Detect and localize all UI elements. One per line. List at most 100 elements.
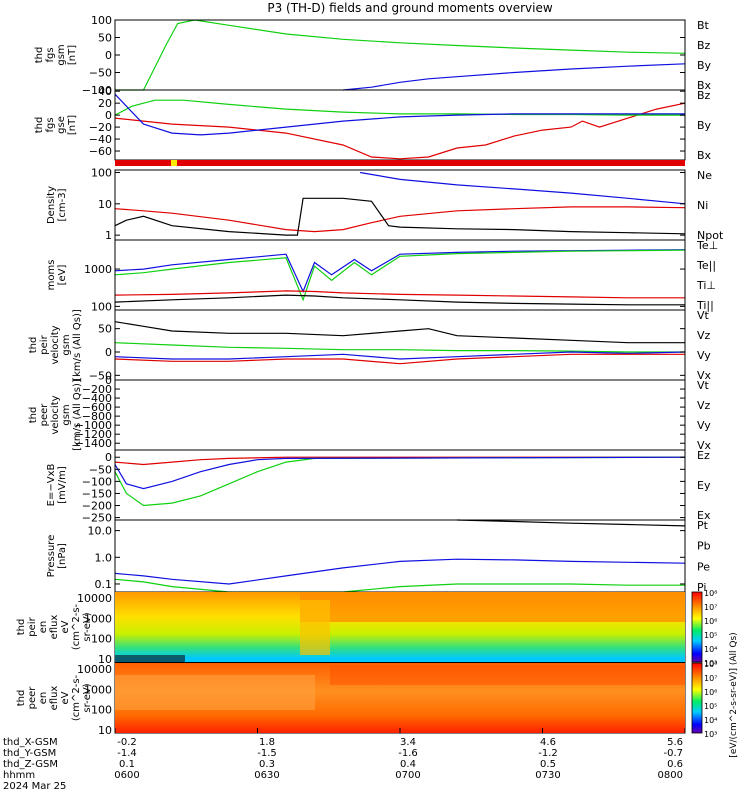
legend-Pt: Pt [697, 519, 709, 532]
legend-Vy: Vy [697, 419, 711, 432]
y-axis-label: [eV] [57, 265, 68, 286]
y-axis-label: Pressure [46, 535, 57, 578]
y-tick-label: −50 [89, 67, 112, 80]
panel-frame [114, 19, 686, 91]
y-tick-label: −40 [89, 133, 112, 146]
legend-By: By [697, 119, 712, 132]
x-row-label: 2024 Mar 25 [3, 781, 66, 792]
y-tick-label: −200 [82, 383, 112, 396]
y-axis-label: fgs [45, 117, 56, 132]
series-line-blue [342, 63, 686, 91]
y-axis-label: [cm-3] [57, 188, 68, 221]
y-tick-label: 20 [98, 97, 112, 110]
legend-Ez: Ez [697, 449, 710, 462]
series-line-green [115, 19, 686, 91]
y-tick-label: 100 [91, 166, 112, 179]
panel-pressure: 10.0 1.0 0.1 Pressure [nPa] Pt Pb Pe Pi [46, 519, 711, 594]
x-tick-label: 0600 [114, 770, 139, 781]
x-row-label: thd_Y-GSM [3, 748, 56, 759]
legend-Pi: Pi [697, 581, 706, 594]
colorbar-tick: 10³ [704, 730, 717, 739]
panel-peir_velocity: 50 0 −50 thd peir velocity gsm [km/s (All Qs)] V… [28, 309, 712, 382]
colorbar-tick: 10⁶ [704, 688, 717, 697]
legend-By: By [697, 59, 712, 72]
y-axis-label: thd [28, 407, 39, 424]
y-tick-label: 10000 [77, 663, 112, 676]
y-tick-label: −250 [82, 512, 112, 525]
series-line-red [114, 290, 685, 299]
x-tick-label: 3.4 [400, 737, 416, 748]
series-line-red [114, 456, 685, 466]
y-tick-label: −50 [89, 369, 112, 382]
x-tick-label: 1.8 [259, 737, 275, 748]
y-tick-label: −100 [82, 475, 112, 488]
legend-Te⊥: Te⊥ [696, 239, 718, 252]
y-tick-label: 1.0 [95, 551, 113, 564]
y-axis-label: eflux [49, 686, 60, 711]
status-bar-marker [171, 160, 177, 166]
legend-Ti||: Ti|| [696, 299, 714, 312]
x-tick-label: -1.4 [117, 748, 137, 759]
y-axis-label: (cm^2-s- [71, 603, 82, 650]
y-tick-label: −20 [89, 121, 112, 134]
y-tick-label: 100 [91, 300, 112, 313]
y-tick-label: 50 [98, 323, 112, 336]
panel-peir_eflux: 10000 1000 100 10 thd peir en eflux eV (cm^2-s-sr… [16, 591, 686, 666]
legend-Ni: Ni [697, 199, 708, 212]
series-line-black [114, 197, 686, 236]
y-tick-label: 0 [105, 374, 112, 387]
y-axis-label: peir [39, 334, 50, 354]
x-tick-label: 5.6 [667, 737, 683, 748]
y-axis-label: [mV/m] [57, 466, 68, 504]
series-line-green [114, 99, 685, 116]
x-tick-label: 0.6 [667, 759, 683, 770]
panel-frame [114, 169, 686, 241]
legend-Bz: Bz [697, 39, 711, 52]
colorbar-peir [691, 591, 703, 663]
series-line-red [114, 102, 686, 160]
panel-peer_velocity: 0−200−400−600−800−1000−1200−1400 thd peer v… [28, 374, 712, 452]
panel-fgs_gsm: 100 50 0 −50 −100 thd fgs gsm [nT] Bt Bz By Bx [34, 14, 712, 97]
y-axis-label: eV [60, 691, 71, 704]
legend-Te||: Te|| [696, 259, 716, 272]
y-axis-label: thd [34, 47, 45, 64]
y-axis-label: (cm^2-s- [71, 674, 82, 721]
legend-Vt: Vt [697, 309, 710, 322]
x-tick-label: 0.1 [119, 759, 135, 770]
y-tick-label: 10000 [77, 592, 112, 605]
series-line-green [114, 342, 685, 353]
y-tick-label: 10.0 [88, 525, 113, 538]
colorbar-tick: 10⁵ [704, 631, 717, 640]
y-axis-label: Density [46, 186, 57, 224]
y-tick-label: 100 [91, 633, 112, 646]
legend-Ti⊥: Ti⊥ [696, 279, 716, 292]
x-tick-label: 0.4 [400, 759, 416, 770]
y-axis-label: thd [16, 619, 27, 636]
y-tick-label: −1000 [75, 419, 112, 432]
y-tick-label: −50 [89, 463, 112, 476]
series-line-red [114, 353, 685, 365]
y-tick-label: −800 [82, 410, 112, 423]
y-axis-label: thd [28, 337, 39, 354]
series-line-black [456, 519, 686, 527]
y-tick-label: −200 [82, 500, 112, 513]
x-tick-label: -0.2 [117, 737, 137, 748]
y-axis-label: [nT] [67, 115, 78, 135]
legend-Vy: Vy [697, 349, 711, 362]
panel-e_field: 0−50−100−150−200−250 E=−VxB [mV/m] Ez Ey Ex [46, 449, 711, 525]
legend-Vt: Vt [697, 379, 710, 392]
y-tick-label: 10 [98, 198, 112, 211]
peer-spectrogram [115, 663, 685, 733]
legend-Pb: Pb [697, 540, 711, 553]
y-tick-label: −150 [82, 487, 112, 500]
y-tick-label: −60 [89, 145, 112, 158]
series-line-black [114, 294, 685, 306]
x-tick-label: 4.6 [540, 737, 556, 748]
x-tick-label: -1.6 [398, 748, 418, 759]
y-axis-label: sr-eV) [82, 683, 93, 712]
x-tick-label: 0730 [535, 770, 560, 781]
y-axis-label: velocity [50, 325, 61, 364]
legend-Bt: Bt [697, 19, 710, 32]
